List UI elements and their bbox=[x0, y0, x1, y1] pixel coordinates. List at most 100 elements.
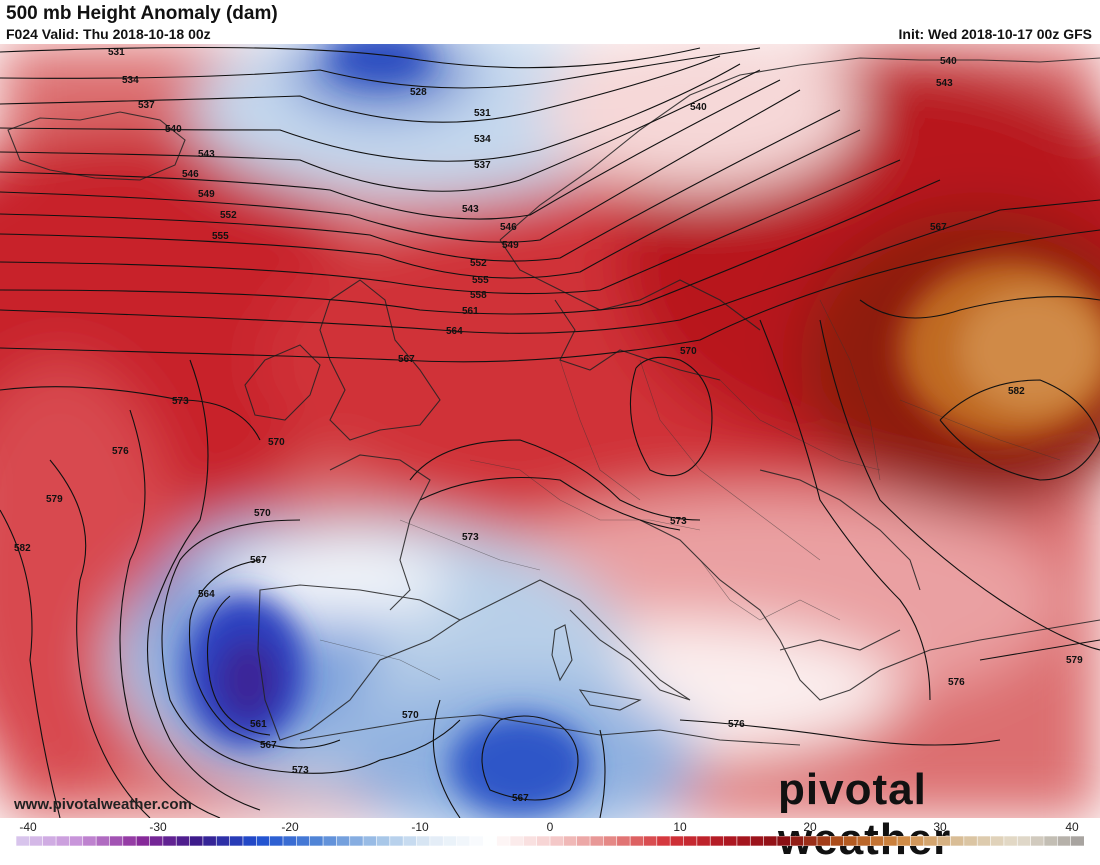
svg-text:579: 579 bbox=[1066, 655, 1083, 666]
colorbar-cell bbox=[789, 836, 805, 846]
colorbar-cell bbox=[1003, 836, 1019, 846]
colorbar-cell bbox=[1016, 836, 1032, 846]
colorbar-cell bbox=[870, 836, 885, 846]
colorbar-cell bbox=[55, 836, 71, 846]
svg-text:573: 573 bbox=[670, 516, 687, 527]
svg-text:567: 567 bbox=[250, 555, 267, 566]
svg-text:564: 564 bbox=[198, 589, 215, 600]
colorbar-cell bbox=[830, 836, 845, 846]
colorbar-cell bbox=[990, 836, 1005, 846]
colorbar-cell bbox=[469, 836, 485, 846]
colorbar-tick: -20 bbox=[281, 820, 299, 834]
svg-text:552: 552 bbox=[220, 210, 237, 221]
svg-text:537: 537 bbox=[138, 100, 155, 111]
svg-text:570: 570 bbox=[268, 437, 285, 448]
colorbar-cell bbox=[629, 836, 645, 846]
colorbar-cell bbox=[402, 836, 418, 846]
colorbar-cell bbox=[856, 836, 872, 846]
svg-text:567: 567 bbox=[930, 222, 947, 233]
svg-text:558: 558 bbox=[470, 290, 487, 301]
colorbar-cell bbox=[16, 836, 31, 846]
svg-text:549: 549 bbox=[502, 240, 519, 251]
svg-text:528: 528 bbox=[410, 87, 427, 98]
colorbar-cell bbox=[175, 836, 191, 846]
colorbar-cell bbox=[522, 836, 538, 846]
website-watermark: www.pivotalweather.com bbox=[14, 796, 192, 813]
svg-text:576: 576 bbox=[728, 719, 745, 730]
height-contours bbox=[0, 46, 1100, 818]
svg-text:567: 567 bbox=[398, 354, 415, 365]
colorbar-cell bbox=[416, 836, 431, 846]
colorbar-cell bbox=[963, 836, 978, 846]
colorbar-cell bbox=[309, 836, 324, 846]
brand-logo: pivotal weather bbox=[778, 765, 1100, 865]
colorbar-cell bbox=[669, 836, 685, 846]
svg-text:543: 543 bbox=[936, 78, 953, 89]
colorbar-cell bbox=[736, 836, 752, 846]
svg-text:576: 576 bbox=[948, 677, 965, 688]
colorbar-cell bbox=[896, 836, 912, 846]
svg-text:540: 540 bbox=[940, 56, 957, 67]
colorbar-cell bbox=[229, 836, 244, 846]
colorbar-cell bbox=[496, 836, 511, 846]
valid-time: F024 Valid: Thu 2018-10-18 00z bbox=[6, 26, 211, 42]
svg-text:582: 582 bbox=[1008, 386, 1025, 397]
colorbar-cell bbox=[683, 836, 698, 846]
colorbar-cell bbox=[776, 836, 792, 846]
colorbar bbox=[16, 836, 1084, 846]
colorbar-cell bbox=[322, 836, 338, 846]
borders bbox=[319, 299, 1061, 681]
colorbar-cell bbox=[509, 836, 525, 846]
colorbar-tick: -10 bbox=[411, 820, 429, 834]
colorbar-cell bbox=[282, 836, 298, 846]
colorbar-cell bbox=[589, 836, 605, 846]
svg-text:567: 567 bbox=[512, 793, 529, 804]
colorbar-cell bbox=[389, 836, 404, 846]
colorbar-cell bbox=[843, 836, 858, 846]
colorbar-cell bbox=[763, 836, 778, 846]
svg-text:579: 579 bbox=[46, 494, 63, 505]
svg-text:570: 570 bbox=[254, 508, 271, 519]
colorbar-cell bbox=[696, 836, 711, 846]
init-time: Init: Wed 2018-10-17 00z GFS bbox=[898, 26, 1092, 42]
svg-text:555: 555 bbox=[212, 231, 229, 242]
colorbar-cell bbox=[29, 836, 44, 846]
anomaly-cores bbox=[185, 44, 1100, 815]
colorbar-cell bbox=[883, 836, 898, 846]
colorbar-cell bbox=[976, 836, 992, 846]
svg-text:570: 570 bbox=[680, 346, 697, 357]
colorbar-cell bbox=[709, 836, 725, 846]
colorbar-cell bbox=[749, 836, 765, 846]
colorbar-tick: -30 bbox=[149, 820, 167, 834]
svg-text:573: 573 bbox=[462, 532, 479, 543]
colorbar-cell bbox=[362, 836, 378, 846]
colorbar-tick: 0 bbox=[546, 820, 554, 834]
colorbar-cell bbox=[376, 836, 391, 846]
colorbar-cell bbox=[816, 836, 832, 846]
colorbar-cell bbox=[1057, 836, 1072, 846]
svg-text:534: 534 bbox=[474, 134, 491, 145]
colorbar-cell bbox=[42, 836, 57, 846]
colorbar-cell bbox=[242, 836, 258, 846]
svg-text:537: 537 bbox=[474, 160, 491, 171]
colorbar-cell bbox=[256, 836, 271, 846]
colorbar-cell bbox=[616, 836, 631, 846]
colorbar-cell bbox=[482, 836, 498, 846]
colorbar-cell bbox=[349, 836, 364, 846]
map-title: 500 mb Height Anomaly (dam) bbox=[6, 3, 278, 24]
svg-text:531: 531 bbox=[474, 108, 491, 119]
colorbar-tick: 10 bbox=[673, 820, 687, 834]
colorbar-cell bbox=[336, 836, 351, 846]
colorbar-cell bbox=[109, 836, 124, 846]
colorbar-tick: -40 bbox=[19, 820, 37, 834]
colorbar-cell bbox=[429, 836, 445, 846]
svg-text:573: 573 bbox=[172, 396, 189, 407]
svg-text:570: 570 bbox=[402, 710, 419, 721]
colorbar-cell bbox=[950, 836, 965, 846]
coastlines bbox=[7, 57, 1100, 746]
colorbar-cell bbox=[563, 836, 578, 846]
colorbar-cell bbox=[202, 836, 218, 846]
colorbar-cell bbox=[936, 836, 952, 846]
colorbar-cell bbox=[923, 836, 938, 846]
